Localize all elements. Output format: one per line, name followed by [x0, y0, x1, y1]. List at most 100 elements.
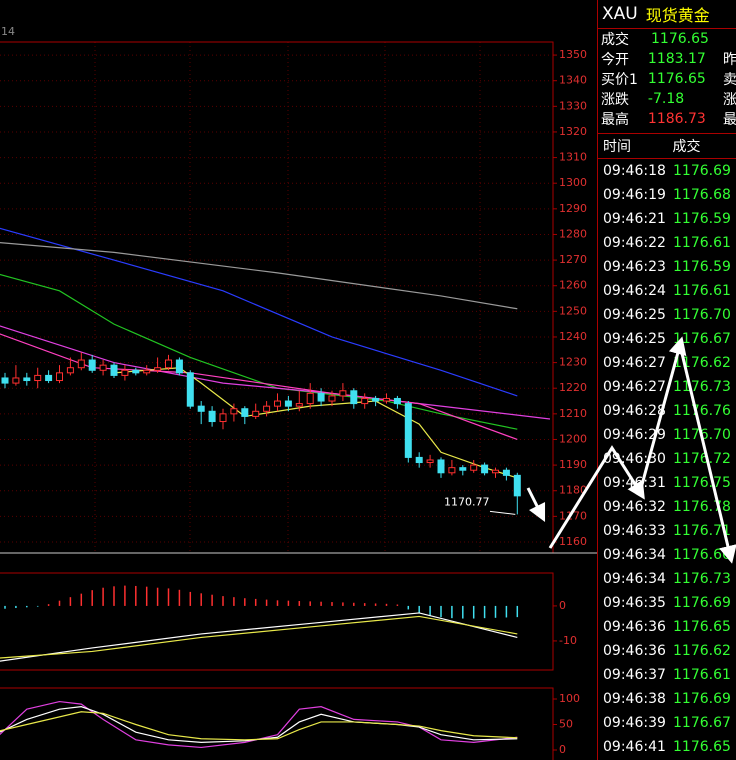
y-tick-label: 1250	[559, 304, 587, 317]
tick-row: 09:46:33 1176.71	[598, 519, 736, 543]
candle-body	[437, 459, 445, 474]
panel-frames	[0, 41, 597, 760]
tick-row: 09:46:24 1176.61	[598, 279, 736, 303]
quote-label: 涨跌	[601, 92, 629, 108]
indicator-line	[0, 227, 518, 397]
candle-body	[110, 364, 118, 376]
candle-body	[1, 377, 9, 384]
tick-price: 1176.69	[673, 691, 731, 707]
candle-body	[393, 397, 401, 405]
y-tick-label: 50	[559, 718, 573, 731]
candle-body	[404, 403, 412, 458]
indicator-line	[0, 273, 518, 430]
indicator-line	[0, 700, 518, 749]
indicator-line	[0, 325, 551, 420]
tick-price: 1176.71	[673, 523, 731, 539]
candle-body	[241, 408, 249, 417]
tick-time: 09:46:25	[603, 307, 666, 323]
tick-price: 1176.59	[673, 211, 731, 227]
quote-row: 涨跌 -7.18 涨	[598, 89, 736, 109]
tick-price: 1176.68	[673, 187, 731, 203]
candle-body	[426, 459, 434, 464]
candle-body	[23, 377, 31, 382]
quote-value: 1186.73	[647, 111, 706, 127]
y-tick-label: 1210	[559, 407, 587, 420]
tick-time: 09:46:39	[603, 715, 666, 731]
candle-body	[34, 374, 42, 382]
tick-row: 09:46:27 1176.73	[598, 375, 736, 399]
tick-time: 09:46:37	[603, 667, 666, 683]
tick-price: 1176.65	[673, 739, 731, 755]
candle-body	[350, 390, 358, 405]
quote-row: 最高 1186.73 最	[598, 109, 736, 129]
tick-time: 09:46:34	[603, 547, 666, 563]
candle-body	[252, 410, 260, 417]
y-tick-label: 100	[559, 692, 580, 705]
tick-row: 09:46:30 1176.72	[598, 447, 736, 471]
candle-body	[502, 469, 510, 476]
tick-time: 09:46:35	[603, 595, 666, 611]
tick-price: 1176.78	[673, 499, 731, 515]
low-annotation: 1170.77	[444, 495, 490, 508]
quote-row: 成交 1176.65	[598, 29, 736, 49]
candle-body	[284, 400, 292, 407]
candle-body	[295, 403, 303, 407]
candle-body	[415, 456, 423, 464]
tick-price: 1176.61	[673, 667, 731, 683]
tick-row: 09:46:32 1176.78	[598, 495, 736, 519]
tick-time: 09:46:29	[603, 427, 666, 443]
quote-label-cut: 最	[723, 112, 736, 128]
tick-time: 09:46:25	[603, 331, 666, 347]
tick-price: 1176.75	[673, 475, 731, 491]
candle-body	[208, 410, 216, 423]
indicator-line	[0, 333, 518, 441]
candle-body	[186, 372, 194, 407]
tick-price: 1176.73	[673, 379, 731, 395]
tick-time: 09:46:18	[603, 163, 666, 179]
tick-row: 09:46:28 1176.76	[598, 399, 736, 423]
tab-bar	[0, 22, 597, 42]
quote-header: XAU 现货黄金	[598, 0, 736, 29]
quote-label: 今开	[601, 52, 629, 68]
quote-value: 1176.65	[647, 71, 706, 87]
candle-body	[317, 392, 325, 402]
indicator-line	[0, 711, 518, 741]
tick-time: 09:46:41	[603, 739, 666, 755]
tick-row: 09:46:34 1176.73	[598, 567, 736, 591]
indicator-line	[113, 367, 518, 479]
tick-row: 09:46:37 1176.61	[598, 663, 736, 687]
tick-time: 09:46:21	[603, 211, 666, 227]
candle-body	[219, 413, 227, 423]
y-tick-label: 1200	[559, 432, 587, 445]
quote-label: 买价1	[601, 72, 638, 88]
candle-body	[274, 400, 281, 407]
indicator-line	[0, 612, 518, 662]
tick-time: 09:46:36	[603, 619, 666, 635]
tick-time: 09:46:27	[603, 355, 666, 371]
tick-price: 1176.61	[673, 283, 731, 299]
candle-body	[470, 464, 478, 471]
tick-price: 1176.70	[673, 307, 731, 323]
tick-row: 09:46:36 1176.65	[598, 615, 736, 639]
symbol: XAU	[602, 4, 638, 24]
tick-row: 09:46:39 1176.67	[598, 711, 736, 735]
candle-body	[56, 372, 63, 382]
candle-body	[339, 390, 347, 397]
tick-time: 09:46:24	[603, 283, 666, 299]
tick-rows: 09:46:18 1176.69 09:46:19 1176.68 09:46:21 11…	[598, 159, 736, 759]
y-tick-label: 1330	[559, 99, 587, 112]
tick-price: 1176.69	[673, 595, 731, 611]
candle-body	[263, 405, 271, 412]
candle-body	[66, 367, 74, 374]
tick-row: 09:46:23 1176.59	[598, 255, 736, 279]
tick-row: 09:46:36 1176.62	[598, 639, 736, 663]
quote-label: 成交	[601, 32, 629, 48]
indicator-line	[0, 242, 518, 310]
candle-body	[361, 397, 369, 405]
tick-price: 1176.66	[673, 547, 731, 563]
candle-body	[165, 359, 172, 369]
y-tick-label: 1220	[559, 381, 587, 394]
candle-body	[154, 367, 162, 371]
tick-time: 09:46:31	[603, 475, 666, 491]
tick-price: 1176.62	[673, 643, 731, 659]
